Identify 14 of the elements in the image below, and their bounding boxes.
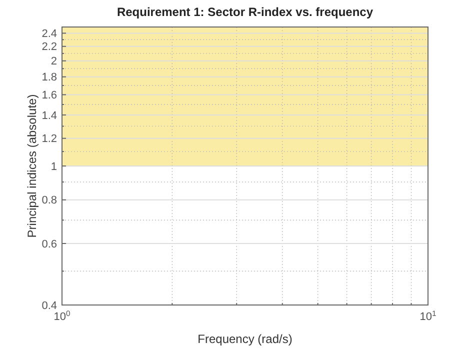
chart-title: Requirement 1: Sector R-index vs. frequency	[116, 5, 374, 19]
y-tick-label: 0.6	[42, 238, 57, 250]
y-tick-label: 1.8	[42, 72, 57, 84]
y-tick-label: 2	[50, 56, 57, 68]
y-tick-label: 1.2	[42, 133, 57, 146]
y-tick-label: 1.6	[42, 90, 57, 102]
y-tick-label: 1	[50, 160, 57, 173]
y-tick-label: 1.4	[42, 110, 57, 122]
y-tick-label: 2.2	[42, 41, 57, 54]
y-tick-label: 0.8	[42, 194, 57, 207]
x-tick-label: 10$^{1}$	[420, 308, 436, 323]
y-axis-title: Principal indices (absolute)	[25, 94, 39, 238]
x-axis-title: Frequency (rad/s)	[198, 332, 292, 346]
y-tick-label: 2.4	[42, 28, 57, 40]
